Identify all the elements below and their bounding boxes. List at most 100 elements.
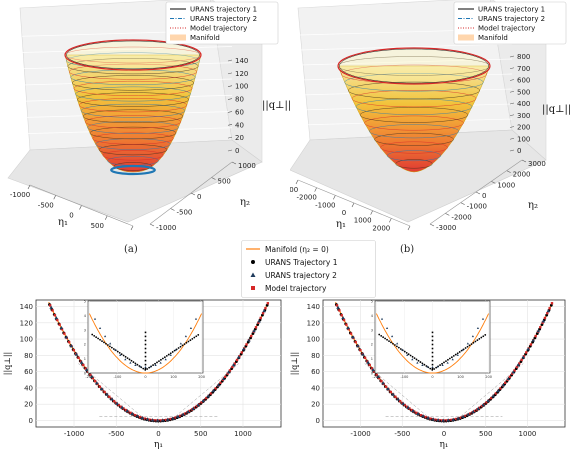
- model-point: [84, 367, 87, 370]
- model-point: [72, 348, 76, 352]
- urans2-point: [416, 411, 420, 415]
- model-point: [77, 356, 80, 360]
- inset-urans1-point: [154, 362, 156, 365]
- inset-urans2-point: [406, 353, 409, 356]
- inset-urans1-point: [95, 336, 98, 339]
- inset-urans1-point: [466, 345, 469, 348]
- bottom-legend: Manifold (η₂ = 0) URANS Trajectory 1 URANS…: [241, 240, 376, 298]
- model-point: [405, 405, 409, 409]
- z-tick-label: 100: [235, 83, 248, 91]
- x-tick-label: -1000: [64, 430, 84, 438]
- urans2-point: [150, 418, 155, 422]
- inset-urans2-point: [385, 326, 389, 329]
- urans2-point: [165, 417, 170, 421]
- y-tick-label: 500: [218, 178, 231, 186]
- model-point: [410, 408, 413, 412]
- urans2-point: [501, 383, 506, 387]
- trajectory-ring: [68, 63, 198, 80]
- x-tick-label: 1000: [354, 217, 372, 225]
- z-axis-label: ||q⊥||: [262, 100, 290, 111]
- urans2-point: [466, 412, 470, 416]
- y-tick-label: 1000: [497, 181, 515, 189]
- urans2-point: [516, 363, 521, 367]
- inset-urans1-point: [130, 359, 133, 362]
- urans2-point: [247, 338, 251, 342]
- urans2-point: [481, 403, 486, 407]
- model-point: [143, 417, 147, 420]
- inset-urans1-point: [160, 358, 162, 361]
- urans2-point: [69, 344, 74, 348]
- y-axis-label: η₂: [240, 197, 250, 208]
- urans1-point: [545, 313, 549, 317]
- trajectory-ring: [359, 107, 469, 123]
- model-point: [160, 419, 163, 422]
- urans2-point: [511, 370, 516, 374]
- z-tick-label: 0: [517, 147, 521, 155]
- x-tick-label: 0: [69, 212, 73, 220]
- caption-b: (b): [400, 244, 415, 255]
- inset-urans1-point: [197, 334, 200, 336]
- x-axis-label: η₁: [58, 217, 68, 228]
- inset-center-point: [144, 331, 147, 334]
- y-tick: [190, 192, 196, 196]
- inset-urans1-point: [91, 333, 94, 336]
- inset-urans2-point: [149, 365, 152, 368]
- model-point: [454, 417, 458, 421]
- inset-urans1-point: [156, 361, 158, 364]
- inset-y-tick-label: 2: [84, 343, 86, 347]
- inset-y-tick-label: 2: [371, 343, 373, 347]
- legend-3d-label: URANS trajectory 1: [478, 6, 545, 14]
- model-point: [108, 395, 111, 398]
- y-tick-label: 140: [20, 303, 33, 311]
- inset-x-tick-label: -200: [372, 375, 380, 379]
- model-point: [169, 417, 173, 421]
- urans2-point: [496, 388, 501, 393]
- inset-x-tick-label: 200: [198, 375, 205, 379]
- model-point: [60, 327, 64, 331]
- inset-urans1-point: [423, 363, 426, 366]
- trajectory-ring: [78, 98, 188, 113]
- model-point: [79, 360, 83, 363]
- model-point: [63, 332, 66, 335]
- model-point: [389, 390, 392, 394]
- inset-urans1-point: [126, 357, 129, 360]
- y-tick-label: 0: [316, 417, 320, 425]
- inset-urans1-point: [413, 357, 416, 360]
- inset-center-point: [431, 331, 434, 334]
- inset-urans1-point: [470, 343, 473, 345]
- legend-2d-label: URANS trajectory 2: [265, 271, 337, 280]
- model-point: [445, 419, 449, 422]
- zoom-guide: [364, 363, 428, 417]
- inset-y-tick-label: 0: [84, 372, 86, 376]
- z-tick-label: 300: [517, 112, 530, 120]
- inset-urans1-point: [138, 365, 141, 367]
- inset-urans1-point: [448, 357, 451, 360]
- rim-urans-trajectory: [66, 40, 200, 70]
- inset-urans1-point: [112, 348, 115, 350]
- z-tick-label: 20: [235, 134, 244, 142]
- x-tick: [27, 184, 31, 190]
- trajectory-ring: [348, 81, 480, 100]
- x-tick-label: 500: [91, 222, 104, 230]
- z-tick: [227, 59, 233, 62]
- inset-urans1-point: [464, 347, 467, 349]
- urans2-point: [262, 309, 266, 313]
- inset-center-point: [431, 359, 434, 362]
- model-point: [119, 405, 123, 409]
- inset-center-point: [431, 343, 434, 346]
- model-point: [174, 416, 177, 419]
- inset-y-tick-label: 1: [371, 357, 373, 361]
- inset-urans1-point: [407, 353, 410, 356]
- inset-urans1-point: [419, 361, 422, 363]
- legend-2d-label: Model trajectory: [265, 284, 327, 293]
- trajectory-ring: [102, 150, 164, 161]
- y-tick-label: 100: [307, 336, 320, 344]
- inset-urans1-point: [171, 351, 174, 353]
- inset-center-point: [144, 335, 147, 338]
- inset-urans1-point: [116, 350, 119, 353]
- x-axis-label: η₁: [440, 440, 449, 450]
- urans2-point: [186, 409, 190, 414]
- model-point: [518, 362, 521, 365]
- inset-urans1-point: [144, 369, 147, 371]
